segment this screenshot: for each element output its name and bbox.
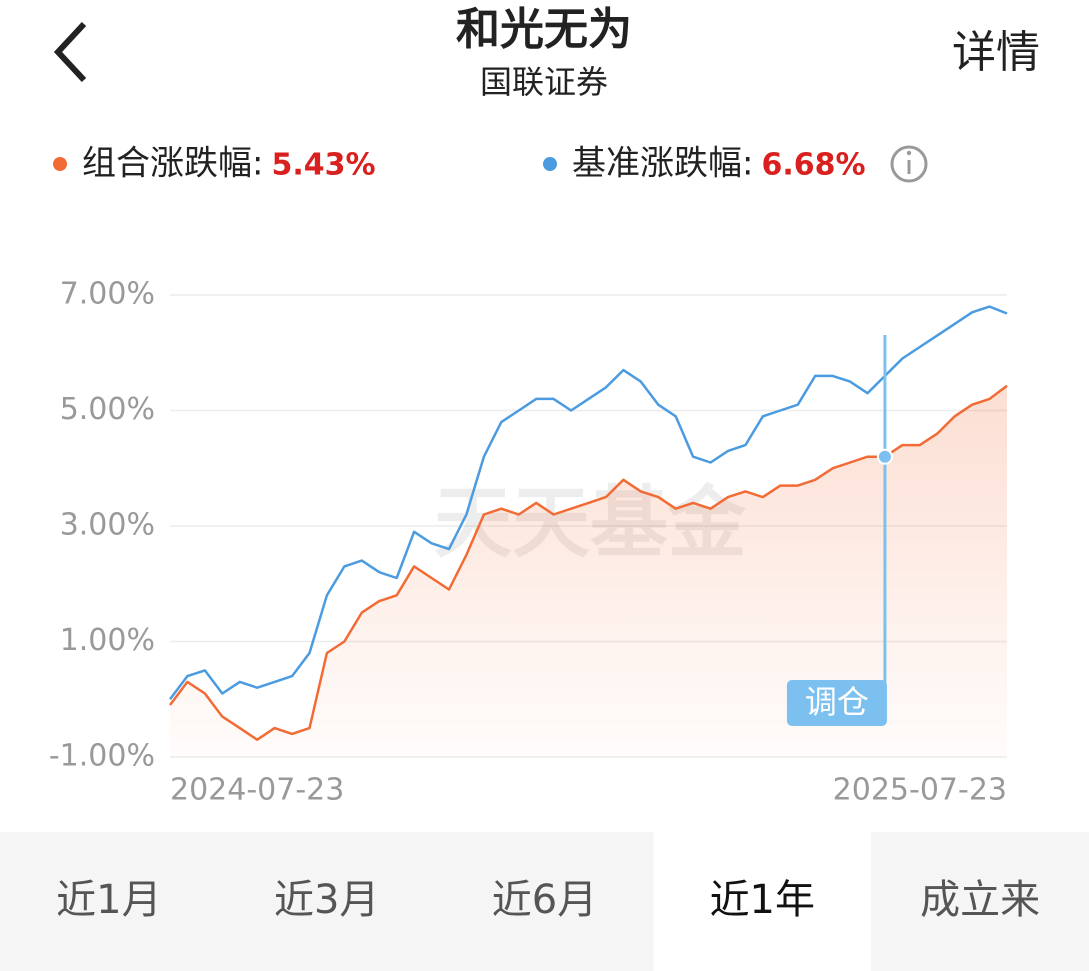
line xyxy=(169,384,1008,741)
tab-bar-bg xyxy=(0,832,1089,971)
subtitle: 国联证券 xyxy=(480,63,608,101)
tab[interactable]: 近6月 xyxy=(492,877,597,923)
y-tick-label: 7.00% xyxy=(60,277,155,312)
info-icon-dot xyxy=(906,150,912,156)
tab[interactable]: 近1年 xyxy=(710,877,815,923)
y-tick-label: 3.00% xyxy=(60,508,155,543)
back-button[interactable] xyxy=(53,21,87,83)
line xyxy=(169,305,1008,701)
y-tick-label: 5.00% xyxy=(60,392,155,427)
annotation-point xyxy=(876,448,893,465)
title: 和光无为 xyxy=(456,4,632,55)
tab-selected-bg xyxy=(653,832,872,971)
y-tick-label: 1.00% xyxy=(60,623,155,658)
area xyxy=(170,385,1007,757)
annotation-label: 调仓 xyxy=(805,683,869,721)
annotation-box xyxy=(786,680,887,726)
legend-label: 基准涨跌幅: xyxy=(572,144,753,184)
y-tick-label: -1.00% xyxy=(49,739,155,774)
legend-label: 组合涨跌幅: xyxy=(82,144,263,184)
legend-dot xyxy=(543,157,557,171)
tab[interactable]: 近1月 xyxy=(56,877,161,923)
legend-value: 6.68% xyxy=(761,148,865,183)
legend-value: 5.43% xyxy=(271,148,375,183)
tab[interactable]: 近3月 xyxy=(274,877,379,923)
tab-bar: 近1月 近3月 近6月 近1年 成立来 xyxy=(0,832,1089,971)
x-tick-label: 2024-07-23 xyxy=(170,773,344,808)
x-tick-label: 2025-07-23 xyxy=(833,773,1007,808)
info-icon[interactable] xyxy=(890,145,928,183)
chart: 组合涨跌幅: 5.43% 基准涨跌幅: 6.68% 7.00% 5.00% 3.00% 1.0… xyxy=(49,144,1008,808)
details-button[interactable]: 详情 xyxy=(952,27,1040,78)
tab[interactable]: 成立来 xyxy=(920,877,1040,923)
legend-dot xyxy=(53,157,67,171)
